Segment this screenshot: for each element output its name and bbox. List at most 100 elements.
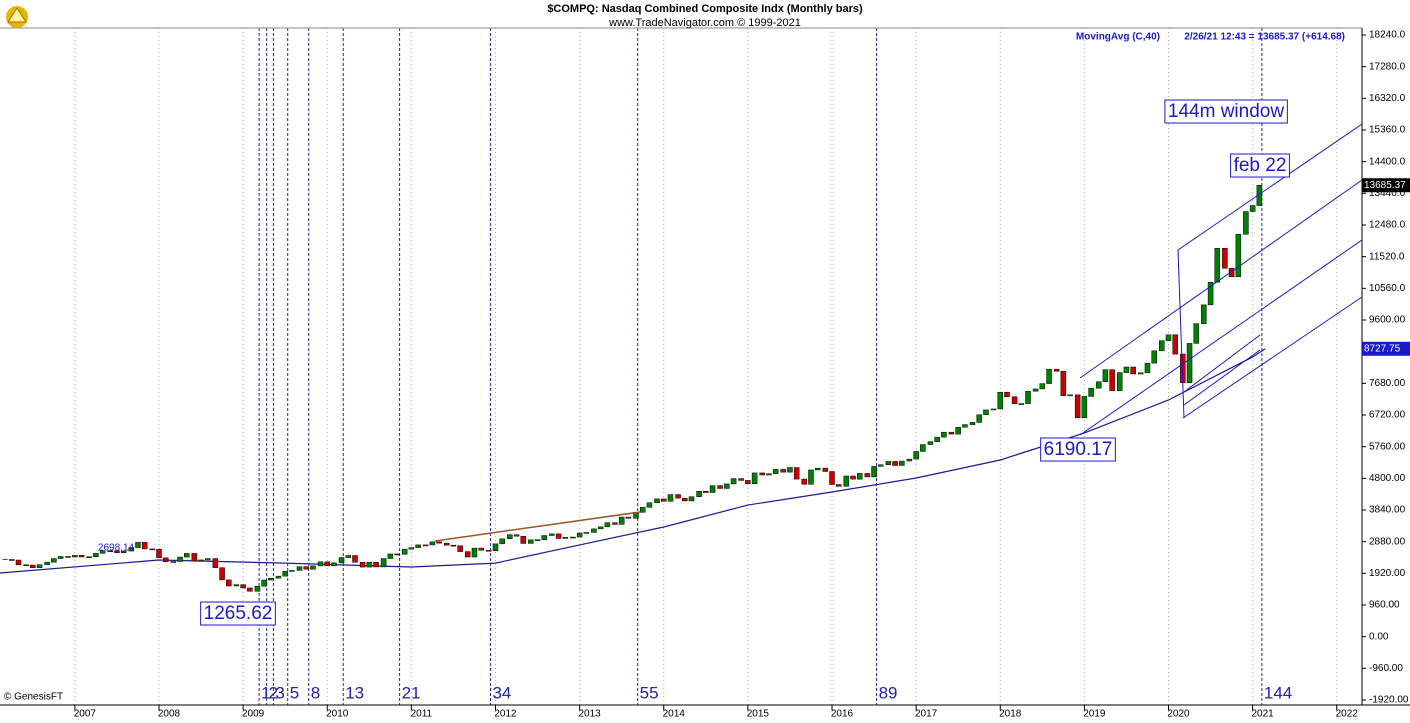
- candle: [1032, 388, 1039, 392]
- candle: [1193, 323, 1200, 344]
- candle: [78, 555, 85, 558]
- candle: [892, 461, 898, 466]
- candle: [927, 441, 934, 445]
- candle: [1102, 369, 1109, 382]
- peak-label: 2698.14: [98, 543, 135, 554]
- candle: [1116, 372, 1123, 392]
- swing-label-box: [1040, 437, 1116, 462]
- candle: [57, 556, 64, 559]
- x-tick-label: 2015: [747, 709, 770, 720]
- candle: [247, 587, 253, 592]
- candle: [268, 577, 274, 581]
- y-tick-label: 17280.0: [1369, 61, 1406, 72]
- candle: [436, 541, 442, 544]
- candle: [1067, 394, 1073, 397]
- y-tick-label: 7680.00: [1369, 378, 1406, 389]
- candle: [667, 494, 674, 502]
- candle: [808, 469, 814, 485]
- candle: [492, 543, 499, 551]
- candle: [843, 475, 850, 487]
- cycle-label: 55: [640, 683, 659, 702]
- candle: [717, 485, 723, 489]
- candle: [612, 522, 618, 525]
- candle: [730, 478, 737, 485]
- y-tick-label: -1920.00: [1369, 695, 1409, 706]
- y-tick-label: -960.00: [1369, 663, 1403, 674]
- y-tick-label: 1920.00: [1369, 568, 1406, 579]
- x-tick-label: 2021: [1252, 709, 1275, 720]
- candle: [198, 559, 204, 562]
- candle: [654, 498, 660, 503]
- candle: [478, 547, 484, 551]
- candle: [23, 564, 29, 567]
- candle: [1123, 366, 1130, 373]
- candle: [562, 537, 569, 539]
- candle: [93, 553, 99, 558]
- indicator-label: MovingAvg (C,40): [1076, 32, 1160, 43]
- candle: [983, 409, 989, 415]
- cycle-label: 1: [261, 683, 270, 702]
- candle: [380, 558, 387, 568]
- candle: [751, 472, 758, 485]
- candle: [549, 533, 555, 536]
- candle: [576, 532, 583, 538]
- y-tick-label: 5760.00: [1369, 441, 1406, 452]
- candle: [962, 424, 968, 428]
- y-tick-label: 3840.00: [1369, 505, 1406, 516]
- candle: [1130, 366, 1136, 375]
- ma-last: 8727.75: [1364, 343, 1401, 354]
- candle: [675, 494, 681, 499]
- x-tick-label: 2017: [915, 709, 938, 720]
- cycle-label: 2: [269, 683, 278, 702]
- candle: [1222, 248, 1228, 269]
- candle: [317, 561, 324, 567]
- candle: [793, 467, 800, 480]
- candle: [913, 451, 919, 460]
- candle: [1025, 390, 1031, 404]
- x-tick-label: 2018: [999, 709, 1022, 720]
- x-tick-label: 2009: [242, 709, 265, 720]
- candle: [373, 562, 379, 568]
- candle: [661, 498, 667, 502]
- candle: [906, 458, 913, 462]
- candle: [338, 557, 345, 564]
- candle: [219, 567, 225, 581]
- candle: [639, 507, 646, 513]
- candle: [703, 491, 709, 493]
- candle: [1201, 304, 1207, 324]
- candle: [1060, 371, 1067, 396]
- last-price: 13685.37: [1364, 180, 1406, 191]
- last-price-box: [1362, 178, 1410, 193]
- candle: [604, 522, 611, 528]
- candle: [534, 539, 541, 541]
- x-tick-label: 2012: [494, 709, 517, 720]
- candle: [1151, 350, 1157, 364]
- candle: [141, 542, 148, 550]
- candle: [772, 469, 779, 474]
- candle: [345, 555, 352, 558]
- x-tick-label: 2013: [579, 709, 602, 720]
- x-tick-label: 2011: [411, 709, 433, 720]
- trend-line: [434, 511, 641, 542]
- candle: [275, 575, 282, 579]
- candle: [422, 544, 429, 547]
- candle: [1207, 281, 1214, 306]
- candle: [128, 547, 134, 552]
- channel-line: [1079, 239, 1363, 436]
- candle: [36, 564, 43, 568]
- y-tick-label: 14400.0: [1369, 156, 1406, 167]
- candle: [528, 539, 534, 544]
- candle: [212, 558, 219, 568]
- candle: [282, 571, 288, 577]
- candle: [934, 436, 940, 442]
- logo-mark: [7, 7, 27, 23]
- candle: [156, 548, 162, 559]
- candle: [254, 585, 261, 592]
- candle: [177, 556, 183, 562]
- candle: [9, 559, 15, 561]
- candle: [801, 478, 807, 485]
- candle: [646, 502, 653, 508]
- candle: [401, 548, 408, 555]
- candle: [1165, 334, 1172, 341]
- candle: [99, 550, 106, 554]
